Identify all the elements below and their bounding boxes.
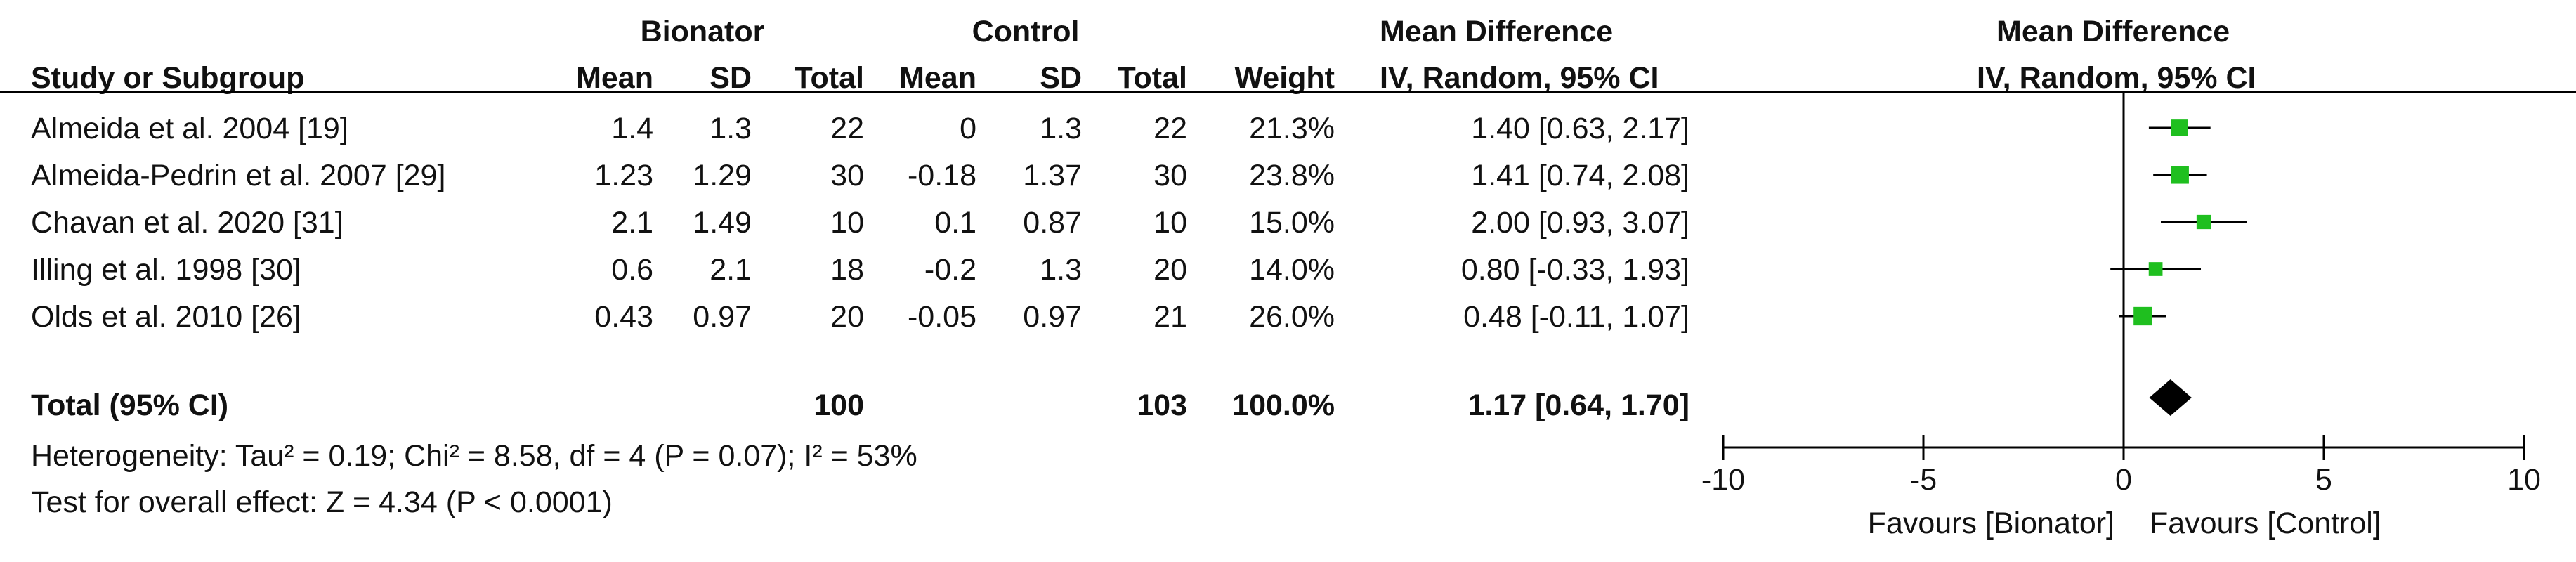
bionator-sd: 1.29 (693, 159, 752, 192)
study-ci: 0.48 [-0.11, 1.07] (1463, 300, 1689, 334)
bionator-total: 22 (830, 112, 864, 145)
bionator-mean: 1.23 (594, 159, 653, 192)
bionator-total: 30 (830, 159, 864, 192)
control-sd-header: SD (1040, 61, 1082, 95)
group2-header: Control (972, 15, 1080, 48)
plot-title: Mean Difference (1996, 15, 2230, 48)
total-label: Total (95% CI) (31, 388, 229, 422)
bionator-mean: 2.1 (611, 206, 653, 240)
bionator-total: 18 (830, 253, 864, 287)
control-sd: 1.3 (1040, 112, 1082, 145)
total-bionator-n: 100 (813, 388, 864, 422)
study-weight: 26.0% (1249, 300, 1335, 334)
study-ci: 0.80 [-0.33, 1.93] (1460, 253, 1689, 287)
study-weight: 23.8% (1249, 159, 1335, 192)
study-name: Almeida et al. 2004 [19] (31, 112, 348, 145)
favours-left-label: Favours [Bionator] (1867, 507, 2114, 540)
x-tick-label: 0 (2115, 463, 2132, 497)
x-tick-label: 10 (2507, 463, 2541, 497)
control-sd: 0.87 (1023, 206, 1082, 240)
control-total: 20 (1153, 253, 1187, 287)
study-name: Chavan et al. 2020 [31] (31, 206, 344, 240)
control-sd: 1.37 (1023, 159, 1082, 192)
study-weight: 14.0% (1249, 253, 1335, 287)
control-total: 21 (1153, 300, 1187, 334)
study-weight: 15.0% (1249, 206, 1335, 240)
bionator-mean: 0.6 (611, 253, 653, 287)
favours-right-label: Favours [Control] (2150, 507, 2381, 540)
total-ci: 1.17 [0.64, 1.70] (1467, 388, 1689, 422)
control-sd: 0.97 (1023, 300, 1082, 334)
control-total: 10 (1153, 206, 1187, 240)
control-mean: 0 (960, 112, 976, 145)
study-name: Almeida-Pedrin et al. 2007 [29] (31, 159, 446, 192)
bionator-sd: 1.3 (710, 112, 752, 145)
study-name: Illing et al. 1998 [30] (31, 253, 301, 287)
study-ci: 1.41 [0.74, 2.08] (1471, 159, 1689, 192)
pooled-diamond (2149, 379, 2192, 416)
total-weight: 100.0% (1232, 388, 1335, 422)
bionator-total-header: Total (794, 61, 864, 95)
study-marker (2148, 262, 2163, 276)
study-marker (2133, 306, 2152, 326)
study-name: Olds et al. 2010 [26] (31, 300, 301, 334)
method-header: IV, Random, 95% CI (1380, 61, 1659, 95)
control-mean: -0.2 (924, 253, 976, 287)
control-mean-header: Mean (899, 61, 976, 95)
bionator-mean: 1.4 (611, 112, 653, 145)
study-weight: 21.3% (1249, 112, 1335, 145)
control-total: 22 (1153, 112, 1187, 145)
weight-header: Weight (1234, 61, 1335, 95)
control-sd: 1.3 (1040, 253, 1082, 287)
group1-header: Bionator (640, 15, 765, 48)
control-total-header: Total (1117, 61, 1187, 95)
study-ci: 1.40 [0.63, 2.17] (1471, 112, 1689, 145)
x-tick-label: -5 (1910, 463, 1937, 497)
bionator-mean: 0.43 (594, 300, 653, 334)
bionator-sd-header: SD (710, 61, 752, 95)
x-tick-label: -10 (1701, 463, 1745, 497)
bionator-total: 20 (830, 300, 864, 334)
control-mean: -0.18 (907, 159, 976, 192)
study-marker (2171, 119, 2188, 136)
bionator-sd: 0.97 (693, 300, 752, 334)
bionator-sd: 1.49 (693, 206, 752, 240)
study-marker (2171, 166, 2189, 184)
plot-method-header: IV, Random, 95% CI (1977, 61, 2256, 95)
study-column-header: Study or Subgroup (31, 61, 305, 95)
effect-title: Mean Difference (1380, 15, 1614, 48)
control-mean: 0.1 (934, 206, 976, 240)
total-control-n: 103 (1137, 388, 1187, 422)
x-tick-label: 5 (2315, 463, 2332, 497)
overall-effect-text: Test for overall effect: Z = 4.34 (P < 0… (31, 485, 613, 519)
bionator-sd: 2.1 (710, 253, 752, 287)
study-ci: 2.00 [0.93, 3.07] (1471, 206, 1689, 240)
bionator-mean-header: Mean (576, 61, 653, 95)
bionator-total: 10 (830, 206, 864, 240)
heterogeneity-text: Heterogeneity: Tau² = 0.19; Chi² = 8.58,… (31, 439, 917, 473)
control-mean: -0.05 (907, 300, 976, 334)
control-total: 30 (1153, 159, 1187, 192)
study-marker (2196, 214, 2211, 230)
